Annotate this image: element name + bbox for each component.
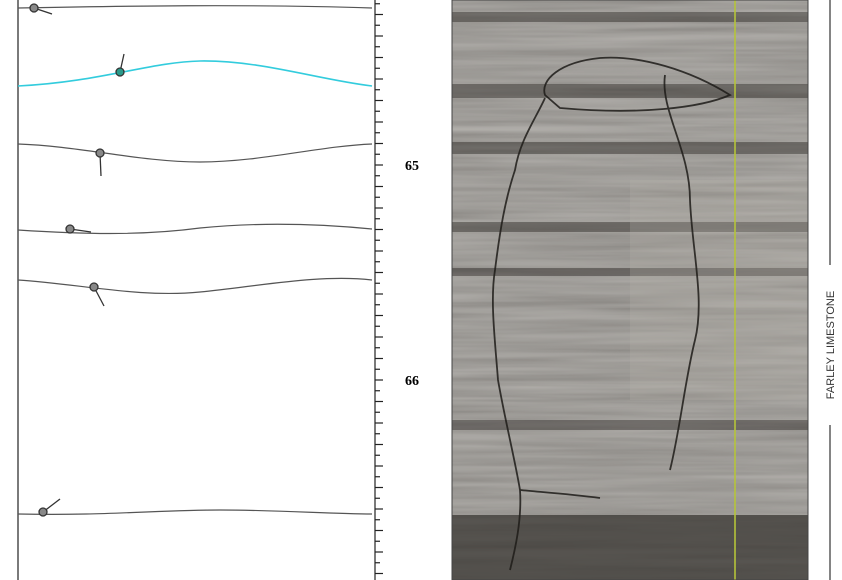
- sinusoid: [17, 509, 373, 516]
- sinusoid: [17, 223, 373, 235]
- sinusoid: [17, 60, 373, 87]
- dip-panel: [17, 0, 373, 580]
- image-log: [452, 0, 808, 580]
- sinusoid: [17, 5, 373, 9]
- tadpoles: [29, 3, 125, 517]
- depth-label: 66: [405, 374, 419, 389]
- depth-label: 65: [405, 159, 419, 174]
- sinusoid: [17, 277, 373, 295]
- sinusoid: [17, 143, 373, 163]
- formation-name: FARLEY LIMESTONE: [825, 291, 837, 399]
- image-frame: [451, 0, 809, 580]
- depth-track: 65 66: [374, 0, 419, 580]
- formation-track: FARLEY LIMESTONE: [825, 0, 837, 580]
